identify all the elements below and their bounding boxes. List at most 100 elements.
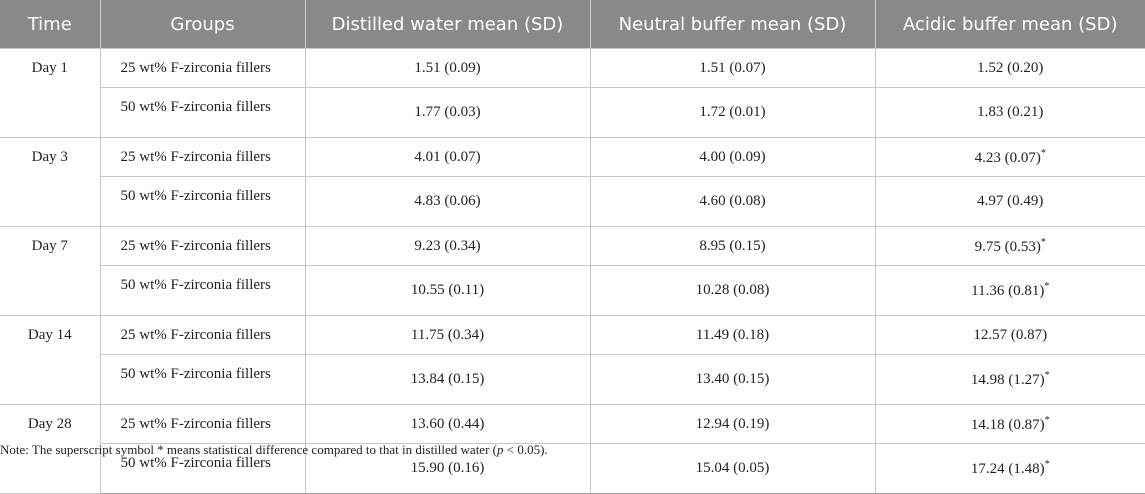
- value-text: 11.49 (0.18): [695, 326, 770, 343]
- table-row: Day 28 25 wt% F-zirconia fillers 13.60 (0.…: [0, 404, 1145, 494]
- group-cell: 25 wt% F-zirconia fillers: [99, 48, 306, 88]
- value-cell: 15.04 (0.05): [589, 443, 876, 494]
- group-cell: 50 wt% F-zirconia fillers: [100, 176, 306, 227]
- table-row: Day 3 25 wt% F-zirconia fillers 4.01 (0.07…: [0, 137, 1145, 227]
- time-cell: Day 7: [0, 226, 101, 316]
- superscript: *: [1044, 459, 1050, 470]
- value-text: 1.83 (0.21): [977, 104, 1044, 120]
- value-cell: 1.83 (0.21): [874, 87, 1145, 138]
- value-cell: 8.95 (0.15): [589, 226, 876, 266]
- value-cell: 14.18 (0.87)*: [874, 404, 1145, 444]
- value-cell: 10.28 (0.08): [589, 265, 876, 316]
- value-cell: 10.55 (0.11): [304, 265, 591, 316]
- value-text: 12.57 (0.87): [973, 326, 1048, 343]
- time-cell: Day 1: [0, 48, 101, 138]
- value-cell: 1.51 (0.07): [589, 48, 876, 88]
- header-cell: Distilled water mean (SD): [304, 0, 590, 49]
- value-text: 11.36 (0.81): [971, 283, 1045, 299]
- group-cell: 25 wt% F-zirconia fillers: [99, 137, 306, 177]
- value-cell: 11.75 (0.34): [304, 315, 591, 355]
- time-cell: Day 3: [0, 137, 101, 227]
- value-text: 4.83 (0.06): [414, 193, 481, 209]
- value-text: 9.23 (0.34): [414, 237, 481, 254]
- group-cell: 50 wt% F-zirconia fillers: [100, 354, 306, 405]
- value-cell: 4.97 (0.49): [874, 176, 1145, 227]
- value-text: 8.95 (0.15): [699, 237, 766, 254]
- value-text: 14.98 (1.27): [970, 372, 1045, 388]
- value-cell: 4.23 (0.07)*: [874, 137, 1145, 177]
- superscript: *: [1040, 236, 1046, 248]
- value-cell: 17.24 (1.48)*: [874, 443, 1145, 494]
- note-text: Note: The superscript symbol * means sta…: [0, 442, 497, 457]
- value-cell: 1.52 (0.20): [874, 48, 1145, 88]
- header-cell: Time: [0, 0, 100, 49]
- value-text: 4.00 (0.09): [699, 148, 766, 165]
- value-text: 4.97 (0.49): [977, 193, 1044, 209]
- value-text: 13.60 (0.44): [410, 415, 485, 432]
- value-text: 1.51 (0.09): [414, 59, 481, 76]
- time-cell: Day 14: [0, 315, 101, 405]
- group-cell: 50 wt% F-zirconia fillers: [100, 87, 306, 138]
- value-cell: 1.72 (0.01): [589, 87, 876, 138]
- value-cell: 1.51 (0.09): [304, 48, 591, 88]
- header-row: Time Groups Distilled water mean (SD) Neutr…: [0, 0, 1145, 49]
- value-text: 1.72 (0.01): [699, 104, 766, 120]
- value-cell: 9.23 (0.34): [304, 226, 591, 266]
- value-text: 15.04 (0.05): [695, 460, 770, 476]
- table-row: 50 wt% F-zirconia fillers 10.55 (0.11) 10.…: [0, 265, 1145, 316]
- superscript: *: [1040, 147, 1046, 159]
- value-cell: 11.36 (0.81)*: [874, 265, 1145, 316]
- value-text: 10.55 (0.11): [410, 282, 485, 298]
- value-text: 12.94 (0.19): [695, 415, 770, 432]
- value-cell: 13.84 (0.15): [304, 354, 591, 405]
- header-cell: Acidic buffer mean (SD): [874, 0, 1145, 49]
- table-row: Day 14 25 wt% F-zirconia fillers 11.75 (0.…: [0, 315, 1145, 405]
- value-cell: 1.77 (0.03): [304, 87, 591, 138]
- superscript: *: [1044, 414, 1050, 426]
- value-text: 1.52 (0.20): [977, 59, 1044, 76]
- value-cell: 13.60 (0.44): [304, 404, 591, 444]
- value-cell: 9.75 (0.53)*: [874, 226, 1145, 266]
- value-text: 14.18 (0.87): [970, 416, 1045, 433]
- value-text: 13.40 (0.15): [695, 371, 770, 387]
- value-text: 13.84 (0.15): [410, 371, 485, 387]
- value-text: 9.75 (0.53): [974, 238, 1041, 255]
- value-text: 10.28 (0.08): [695, 282, 770, 298]
- value-text: 11.75 (0.34): [410, 326, 485, 343]
- value-cell: 11.49 (0.18): [589, 315, 876, 355]
- value-cell: 12.94 (0.19): [589, 404, 876, 444]
- table-body: Day 1 25 wt% F-zirconia fillers 1.51 (0.09…: [0, 48, 1145, 494]
- value-text: 4.23 (0.07): [974, 149, 1041, 166]
- group-cell: 25 wt% F-zirconia fillers: [99, 315, 306, 355]
- superscript: *: [1044, 370, 1050, 381]
- note: Note: The superscript symbol * means sta…: [0, 442, 548, 458]
- table-row: Day 7 25 wt% F-zirconia fillers 9.23 (0.34…: [0, 226, 1145, 316]
- header-cell: Groups: [99, 0, 305, 49]
- note-italic: p: [497, 442, 504, 457]
- superscript: *: [1044, 281, 1050, 292]
- value-cell: 4.01 (0.07): [304, 137, 591, 177]
- value-text: 4.01 (0.07): [414, 148, 481, 165]
- note-text: < 0.05).: [503, 442, 548, 457]
- value-text: 4.60 (0.08): [699, 193, 766, 209]
- table-row: 50 wt% F-zirconia fillers 1.77 (0.03) 1.72…: [0, 87, 1145, 138]
- header-cell: Neutral buffer mean (SD): [589, 0, 875, 49]
- value-cell: 4.83 (0.06): [304, 176, 591, 227]
- value-text: 1.51 (0.07): [699, 59, 766, 76]
- table-row: 50 wt% F-zirconia fillers 13.84 (0.15) 13.…: [0, 354, 1145, 405]
- value-text: 15.90 (0.16): [410, 460, 485, 476]
- value-cell: 4.00 (0.09): [589, 137, 876, 177]
- value-cell: 12.57 (0.87): [874, 315, 1145, 355]
- value-text: 1.77 (0.03): [414, 104, 481, 120]
- value-cell: 14.98 (1.27)*: [874, 354, 1145, 405]
- value-cell: 13.40 (0.15): [589, 354, 876, 405]
- table-row: 50 wt% F-zirconia fillers 4.83 (0.06) 4.60…: [0, 176, 1145, 227]
- group-cell: 25 wt% F-zirconia fillers: [99, 404, 306, 444]
- group-cell: 50 wt% F-zirconia fillers: [100, 265, 306, 316]
- value-text: 17.24 (1.48): [970, 461, 1045, 477]
- group-cell: 25 wt% F-zirconia fillers: [99, 226, 306, 266]
- table-row: Day 1 25 wt% F-zirconia fillers 1.51 (0.09…: [0, 48, 1145, 138]
- value-cell: 4.60 (0.08): [589, 176, 876, 227]
